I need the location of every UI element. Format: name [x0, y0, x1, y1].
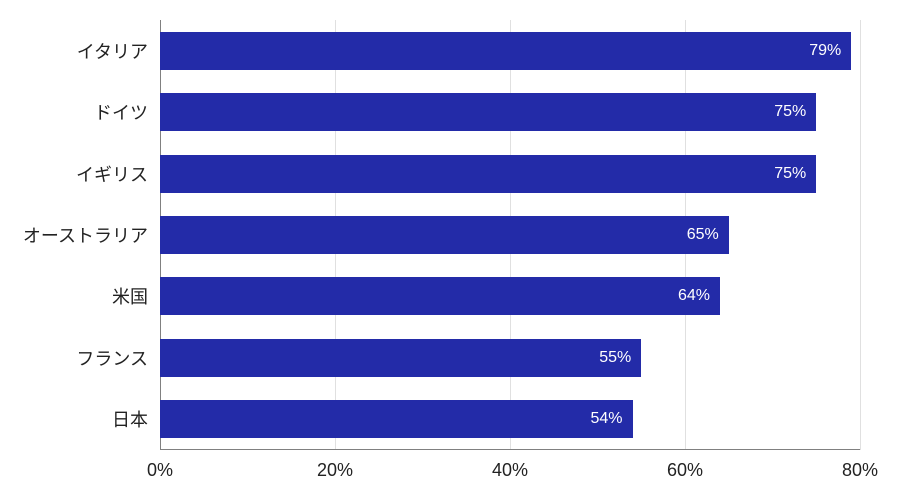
bar: 54% [160, 400, 633, 438]
y-tick-label: フランス [76, 345, 148, 371]
horizontal-bar-chart: 0% 20% 40% 60% 80% イタリア 79% ドイツ 75% イギリス 75% オーストラリ… [0, 0, 900, 504]
bar: 55% [160, 339, 641, 377]
bar-value-label: 64% [678, 287, 710, 305]
y-tick-label: イギリス [76, 161, 148, 187]
x-axis-line [160, 449, 860, 450]
bar-value-label: 65% [687, 226, 719, 244]
bar-value-label: 54% [590, 410, 622, 428]
gridline [860, 20, 861, 450]
x-tick-label: 80% [842, 460, 878, 481]
bar-value-label: 75% [774, 103, 806, 121]
bar: 75% [160, 93, 816, 131]
y-tick-label: イタリア [77, 38, 148, 64]
y-tick-label: オーストラリア [23, 222, 148, 248]
bar: 65% [160, 216, 729, 254]
y-tick-label: ドイツ [94, 99, 148, 125]
x-tick-label: 40% [492, 460, 528, 481]
plot-area: 0%20%40%60%80%イタリア79%ドイツ75%イギリス75%オーストラリ… [160, 20, 860, 450]
bar-value-label: 75% [774, 165, 806, 183]
y-tick-label: 米国 [112, 283, 148, 309]
bar-value-label: 79% [809, 42, 841, 60]
bar-value-label: 55% [599, 349, 631, 367]
bar: 64% [160, 277, 720, 315]
x-tick-label: 20% [317, 460, 353, 481]
bar: 79% [160, 32, 851, 70]
y-tick-label: 日本 [112, 406, 148, 432]
x-tick-label: 0% [147, 460, 173, 481]
bar: 75% [160, 155, 816, 193]
x-tick-label: 60% [667, 460, 703, 481]
